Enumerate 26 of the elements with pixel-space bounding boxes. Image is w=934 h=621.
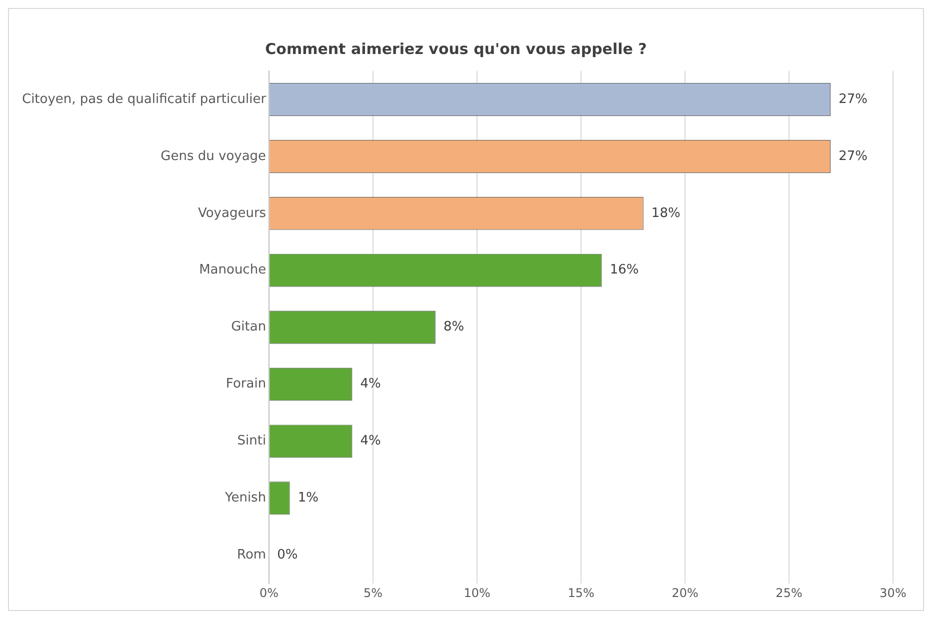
y-tick-label: Yenish [224, 490, 266, 506]
data-label: 18% [651, 206, 680, 221]
x-tick-label: 10% [464, 586, 490, 600]
y-tick-label: Citoyen, pas de qualificatif particulier [22, 92, 267, 107]
data-label: 0% [277, 547, 298, 562]
data-label: 27% [838, 148, 868, 164]
data-label: 1% [298, 490, 318, 506]
y-tick-label: Sinti [237, 434, 266, 449]
data-label: 4% [360, 376, 381, 392]
y-tick-label: Gens du voyage [160, 148, 266, 164]
y-tick-label: Voyageurs [198, 206, 266, 221]
y-tick-label: Gitan [231, 320, 266, 335]
data-label: 8% [443, 320, 464, 335]
x-tick-label: 30% [880, 586, 906, 600]
y-tick-label: Rom [236, 547, 266, 562]
x-tick-label: 15% [568, 586, 594, 600]
y-tick-label: Manouche [199, 262, 266, 278]
data-label: 4% [360, 434, 381, 449]
x-tick-label: 5% [364, 586, 383, 600]
y-tick-label: Forain [226, 376, 266, 392]
x-tick-label: 0% [260, 586, 279, 600]
chart-title: Comment aimeriez vous qu'on vous appelle ? [265, 40, 647, 58]
data-label: 16% [610, 262, 639, 278]
x-tick-label: 20% [672, 586, 698, 600]
x-tick-label: 25% [776, 586, 802, 600]
data-label: 27% [838, 92, 868, 107]
